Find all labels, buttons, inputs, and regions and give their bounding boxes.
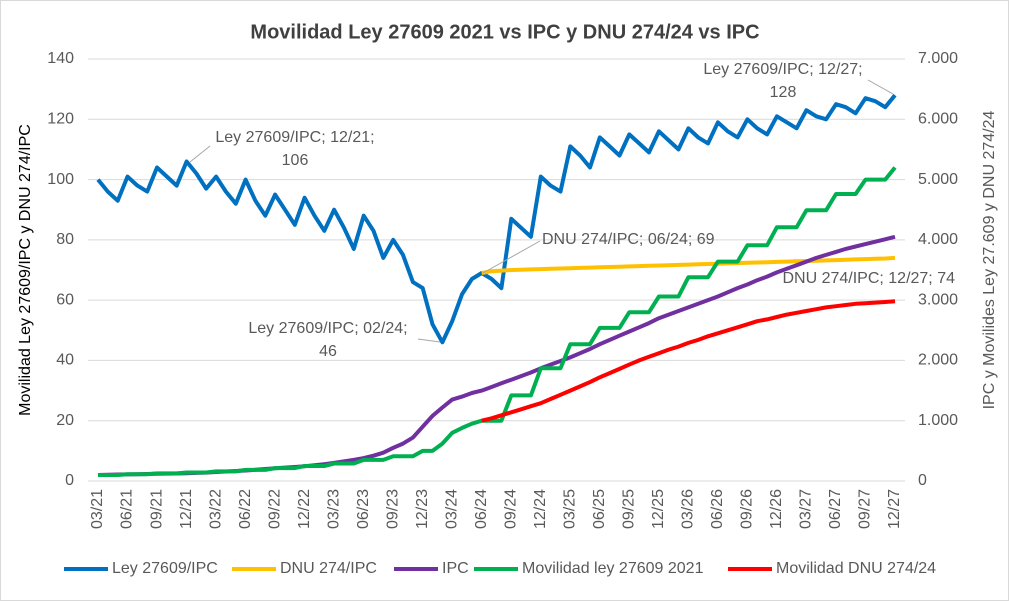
x-tick-label: 09/26 (739, 489, 756, 529)
series-line (96, 93, 897, 345)
y-tick-label: 20 (56, 412, 74, 429)
x-tick-label: 12/27 (886, 489, 903, 529)
x-tick-label: 03/24 (443, 489, 460, 529)
x-tick-label: 03/22 (207, 489, 224, 529)
series-line (481, 255, 896, 275)
annotation-leader (482, 240, 541, 274)
annotation: Ley 27609/IPC; 12/21; (215, 129, 374, 146)
x-tick-label: 09/24 (502, 489, 519, 529)
y2-tick-label: 7.000 (918, 50, 958, 67)
y-tick-label: 0 (65, 472, 74, 489)
series-line (481, 299, 896, 423)
x-tick-label: 09/25 (621, 489, 638, 529)
legend-label: Ley 27609/IPC (112, 560, 218, 577)
x-tick-label: 06/24 (473, 489, 490, 529)
y-axis-label: Movilidad Ley 27609/IPC y DNU 274/IPC (17, 124, 34, 416)
x-tick-label: 06/23 (355, 489, 372, 529)
x-tick-label: 09/22 (266, 489, 283, 529)
chart-title: Movilidad Ley 27609 2021 vs IPC y DNU 27… (250, 21, 759, 43)
y2-tick-label: 6.000 (918, 111, 958, 128)
x-tick-label: 12/25 (650, 489, 667, 529)
x-tick-label: 03/25 (562, 489, 579, 529)
y2-axis-label: IPC y Movilides Ley 27.609 y DNU 274/24 (981, 110, 998, 409)
y2-tick-label: 1.000 (918, 412, 958, 429)
series-line (98, 166, 897, 477)
annotation: Ley 27609/IPC; 12/27; (703, 61, 862, 78)
annotation: 106 (282, 152, 309, 169)
x-tick-label: 12/22 (296, 489, 313, 529)
x-tick-label: 12/21 (178, 489, 195, 529)
y-tick-label: 80 (56, 231, 74, 248)
y2-tick-label: 0 (918, 472, 927, 489)
x-tick-label: 06/21 (119, 489, 136, 529)
y2-tick-label: 4.000 (918, 231, 958, 248)
annotation-leader (867, 79, 894, 95)
annotation-leader (417, 338, 441, 343)
annotation: 46 (319, 343, 337, 360)
legend-label: Movilidad DNU 274/24 (776, 560, 936, 577)
x-tick-label: 12/26 (768, 489, 785, 529)
y2-tick-label: 3.000 (918, 291, 958, 308)
y-tick-label: 120 (47, 111, 74, 128)
legend-label: Movilidad ley 27609 2021 (522, 560, 704, 577)
x-tick-label: 06/27 (827, 489, 844, 529)
x-tick-label: 09/21 (148, 489, 165, 529)
x-tick-label: 09/27 (857, 489, 874, 529)
x-tick-label: 09/23 (384, 489, 401, 529)
annotation: DNU 274/IPC; 06/24; 69 (542, 231, 715, 248)
annotation-leader (189, 145, 211, 163)
annotation: Ley 27609/IPC; 02/24; (248, 320, 407, 337)
annotation: 128 (770, 84, 797, 101)
x-tick-label: 03/26 (680, 489, 697, 529)
x-tick-label: 06/25 (591, 489, 608, 529)
x-tick-label: 12/24 (532, 489, 549, 529)
x-tick-label: 03/23 (325, 489, 342, 529)
y-tick-label: 140 (47, 50, 74, 67)
y2-tick-label: 2.000 (918, 352, 958, 369)
x-tick-label: 06/26 (709, 489, 726, 529)
annotation: DNU 274/IPC; 12/27; 74 (782, 270, 955, 287)
x-tick-label: 03/21 (89, 489, 106, 529)
y2-tick-label: 5.000 (918, 171, 958, 188)
y-tick-label: 100 (47, 171, 74, 188)
legend-label: IPC (442, 560, 469, 577)
legend-label: DNU 274/IPC (280, 560, 377, 577)
x-tick-label: 03/27 (798, 489, 815, 529)
x-tick-label: 12/23 (414, 489, 431, 529)
x-tick-label: 06/22 (237, 489, 254, 529)
y-tick-label: 60 (56, 291, 74, 308)
y-tick-label: 40 (56, 352, 74, 369)
